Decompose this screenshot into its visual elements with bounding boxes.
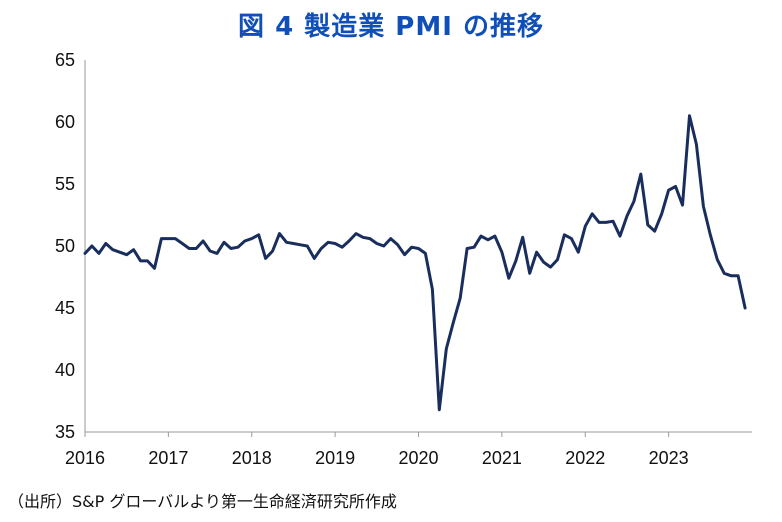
y-tick-label: 40	[55, 360, 75, 380]
x-tick-label: 2019	[315, 448, 355, 468]
x-ticks: 2016 2017 2018 2019 2020 2021 2022 2023	[65, 432, 689, 468]
x-tick-label: 2020	[398, 448, 438, 468]
series-line-pmi	[83, 114, 747, 412]
x-tick-label: 2022	[565, 448, 605, 468]
source-note: （出所）S&P グローバルより第一生命経済研究所作成	[8, 492, 397, 511]
x-tick-label: 2016	[65, 448, 105, 468]
y-tick-label: 50	[55, 236, 75, 256]
y-tick-label: 35	[55, 422, 75, 442]
y-tick-label: 60	[55, 112, 75, 132]
x-tick-label: 2017	[148, 448, 188, 468]
x-tick-label: 2021	[482, 448, 522, 468]
chart-title: 図 4 製造業 PMI の推移	[238, 12, 544, 42]
y-tick-label: 55	[55, 174, 75, 194]
x-tick-label: 2023	[649, 448, 689, 468]
y-tick-label: 65	[55, 50, 75, 70]
x-tick-label: 2018	[232, 448, 272, 468]
y-tick-label: 45	[55, 298, 75, 318]
y-ticks: 35 40 45 50 55 60 65	[55, 50, 75, 442]
